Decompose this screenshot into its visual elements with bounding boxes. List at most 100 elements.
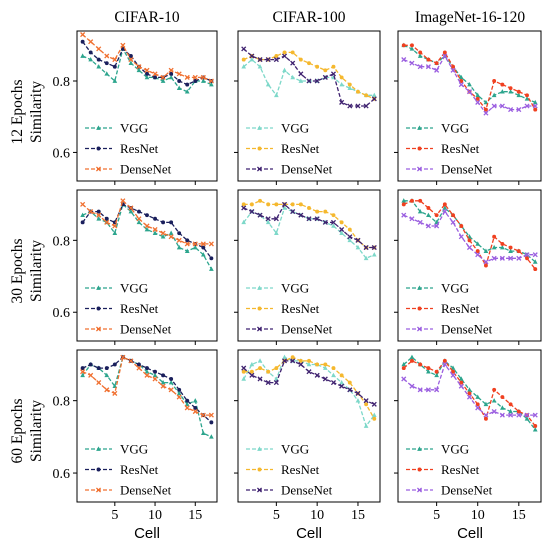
data-point — [249, 202, 254, 207]
data-point — [200, 74, 206, 80]
data-point — [104, 53, 110, 59]
series-line — [243, 356, 375, 428]
data-point — [323, 209, 328, 214]
legend-item-resnet: ResNet — [406, 301, 480, 316]
data-point — [136, 64, 142, 70]
data-point — [290, 74, 296, 80]
data-point — [168, 74, 174, 80]
data-point — [467, 238, 472, 243]
data-point — [249, 56, 255, 62]
legend-marker — [256, 487, 263, 493]
legend-label: DenseNet — [281, 483, 333, 498]
data-point — [483, 412, 489, 418]
data-point — [184, 401, 190, 407]
data-point — [136, 365, 142, 371]
data-point — [425, 387, 431, 393]
data-point — [516, 92, 522, 98]
data-point — [241, 205, 247, 211]
data-point — [185, 238, 190, 243]
data-point — [467, 387, 472, 392]
legend-label: DenseNet — [281, 162, 333, 177]
data-point — [442, 53, 448, 59]
data-point — [355, 103, 361, 109]
data-point — [257, 376, 263, 382]
row-ylabel-30: Similarity — [28, 240, 45, 302]
legend-item-vgg: VGG — [85, 442, 148, 457]
data-point — [80, 53, 85, 58]
data-point — [330, 380, 337, 386]
data-point — [152, 71, 158, 77]
data-point — [88, 362, 93, 367]
data-point — [169, 220, 174, 225]
data-point — [508, 245, 513, 250]
data-point — [409, 216, 415, 222]
data-point — [458, 376, 464, 381]
data-point — [491, 92, 497, 98]
data-point — [80, 201, 86, 207]
series-vgg — [401, 198, 538, 264]
data-point — [168, 234, 174, 240]
data-point — [525, 93, 529, 98]
data-point — [331, 372, 336, 378]
data-point — [347, 237, 353, 243]
legend-label: DenseNet — [120, 483, 172, 498]
data-point — [450, 372, 456, 378]
legend-item-densenet: DenseNet — [85, 322, 172, 337]
data-point — [249, 361, 255, 367]
data-point — [426, 212, 431, 217]
data-point — [153, 216, 157, 221]
data-point — [401, 43, 406, 48]
data-point — [508, 408, 513, 414]
data-point — [96, 57, 101, 62]
data-point — [112, 78, 118, 83]
series-line — [243, 203, 375, 249]
y-tick-label: 0.6 — [53, 306, 71, 321]
data-point — [434, 387, 440, 393]
legend-item-resnet: ResNet — [85, 301, 159, 316]
data-point — [120, 198, 126, 204]
data-point — [306, 78, 312, 84]
data-point — [347, 380, 352, 385]
data-point — [339, 383, 345, 389]
data-point — [282, 50, 287, 55]
x-axis-label-imagenet: Cell — [457, 525, 483, 542]
data-point — [152, 376, 158, 382]
legend-marker — [95, 326, 102, 332]
data-point — [355, 244, 361, 250]
data-point — [356, 89, 360, 94]
x-axis-label-cifar10: Cell — [134, 525, 160, 542]
y-tick-label: 0.8 — [53, 234, 71, 249]
axes-frame — [397, 189, 542, 342]
data-point — [347, 234, 353, 240]
data-point — [88, 372, 94, 378]
axes-frame — [237, 30, 381, 182]
legend-item-densenet: DenseNet — [406, 322, 493, 337]
data-point — [525, 256, 529, 261]
legend-label: ResNet — [281, 462, 320, 477]
legend-marker — [96, 467, 101, 472]
data-point — [241, 365, 247, 371]
legend-item-resnet: ResNet — [85, 141, 159, 156]
data-point — [128, 57, 134, 63]
data-point — [339, 373, 344, 378]
x-tick-label: 10 — [471, 508, 485, 523]
data-point — [401, 198, 407, 203]
data-point — [298, 202, 303, 207]
data-point — [144, 369, 150, 374]
legend-marker — [96, 125, 101, 130]
data-point — [192, 408, 198, 415]
data-point — [499, 103, 505, 109]
data-point — [364, 93, 369, 98]
data-point — [274, 202, 279, 207]
series-line — [243, 48, 375, 107]
data-point — [290, 50, 295, 55]
series-densenet — [401, 209, 538, 265]
data-point — [200, 412, 206, 418]
data-point — [161, 220, 166, 225]
data-point — [363, 398, 369, 404]
data-point — [508, 107, 514, 113]
data-point — [112, 64, 117, 69]
legend-item-resnet: ResNet — [406, 462, 480, 477]
data-point — [323, 362, 328, 367]
data-point — [209, 420, 214, 425]
